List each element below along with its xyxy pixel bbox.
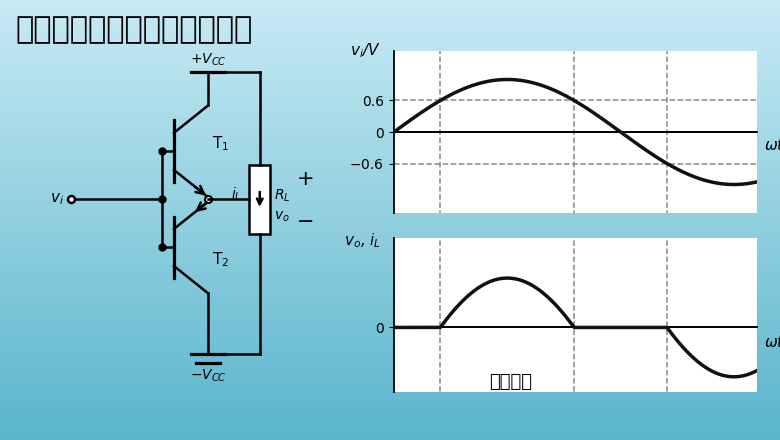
Text: $+V_{CC}$: $+V_{CC}$	[190, 52, 227, 68]
Text: $\omega t$: $\omega t$	[764, 137, 780, 153]
Text: $v_o$, $i_L$: $v_o$, $i_L$	[344, 231, 381, 250]
Text: 乙类互补对称电路存在的问题: 乙类互补对称电路存在的问题	[16, 15, 253, 44]
Text: $v_i$/V: $v_i$/V	[350, 41, 381, 60]
Bar	[250, 165, 270, 234]
Text: $\omega t$: $\omega t$	[764, 334, 780, 350]
Text: $v_o$: $v_o$	[274, 209, 290, 224]
Text: T$_1$: T$_1$	[211, 134, 229, 153]
Text: T$_2$: T$_2$	[211, 251, 229, 269]
Text: $i_L$: $i_L$	[231, 186, 241, 203]
Text: $-$: $-$	[296, 210, 313, 230]
Text: $+$: $+$	[296, 169, 313, 189]
Text: $-V_{CC}$: $-V_{CC}$	[190, 367, 227, 384]
Text: $v_i$: $v_i$	[51, 191, 64, 207]
Text: $R_L$: $R_L$	[274, 188, 291, 204]
Text: 交越失真: 交越失真	[490, 373, 533, 391]
